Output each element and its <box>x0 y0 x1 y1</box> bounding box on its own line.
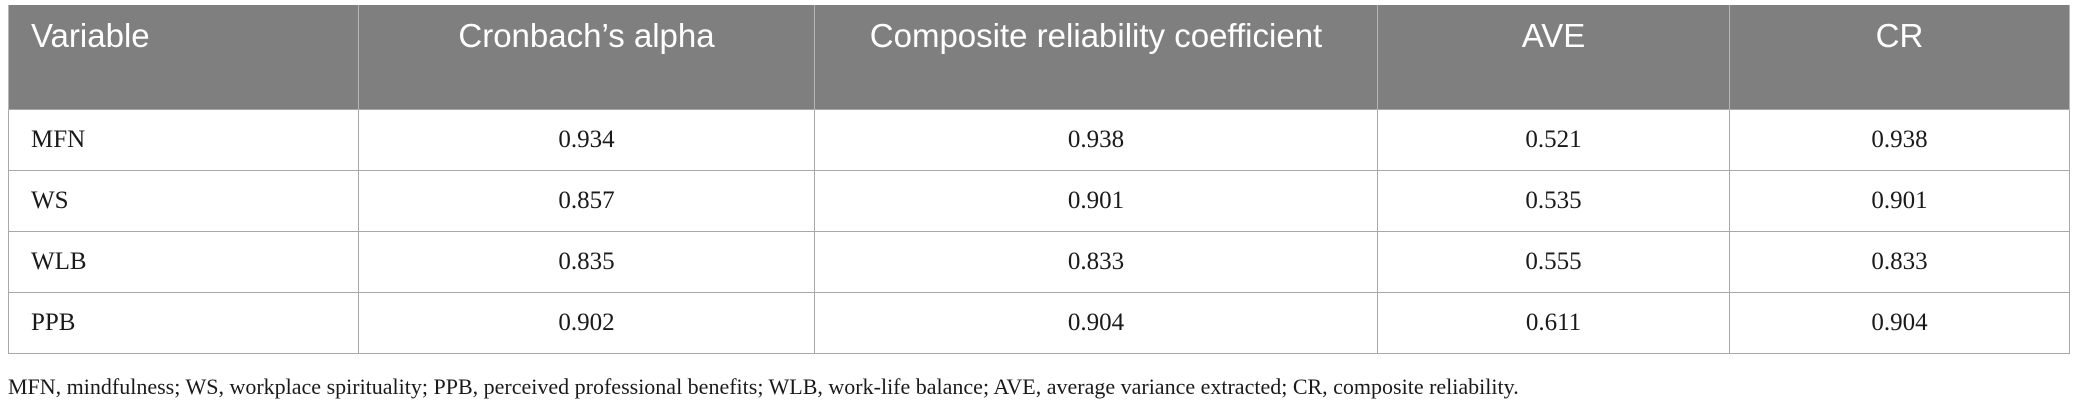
cell-cronbachs-alpha: 0.934 <box>358 108 815 171</box>
cell-ave: 0.555 <box>1377 230 1730 293</box>
cell-ave: 0.611 <box>1377 291 1730 354</box>
cell-composite-reliability: 0.938 <box>814 108 1378 171</box>
cell-composite-reliability: 0.833 <box>814 230 1378 293</box>
table-footnote: MFN, mindfulness; WS, workplace spiritua… <box>8 374 1519 399</box>
reliability-table-container: Variable Cronbach’s alpha Composite reli… <box>8 5 2070 354</box>
cell-variable: WS <box>8 169 359 232</box>
cell-composite-reliability: 0.904 <box>814 291 1378 354</box>
header-row: Variable Cronbach’s alpha Composite reli… <box>8 5 2070 109</box>
cell-ave: 0.521 <box>1377 108 1730 171</box>
table-row: WLB 0.835 0.833 0.555 0.833 <box>8 230 2070 293</box>
cell-cronbachs-alpha: 0.835 <box>358 230 815 293</box>
cell-variable: PPB <box>8 291 359 354</box>
reliability-table: Variable Cronbach’s alpha Composite reli… <box>8 5 2070 354</box>
header-ave: AVE <box>1377 5 1730 109</box>
table-row: MFN 0.934 0.938 0.521 0.938 <box>8 108 2070 171</box>
cell-ave: 0.535 <box>1377 169 1730 232</box>
cell-variable: MFN <box>8 108 359 171</box>
table-row: PPB 0.902 0.904 0.611 0.904 <box>8 291 2070 354</box>
header-variable: Variable <box>8 5 359 109</box>
cell-cr: 0.904 <box>1729 291 2070 354</box>
table-header: Variable Cronbach’s alpha Composite reli… <box>8 5 2070 109</box>
cell-variable: WLB <box>8 230 359 293</box>
cell-cr: 0.901 <box>1729 169 2070 232</box>
cell-composite-reliability: 0.901 <box>814 169 1378 232</box>
cell-cronbachs-alpha: 0.902 <box>358 291 815 354</box>
cell-cronbachs-alpha: 0.857 <box>358 169 815 232</box>
cell-cr: 0.938 <box>1729 108 2070 171</box>
cell-cr: 0.833 <box>1729 230 2070 293</box>
header-cr: CR <box>1729 5 2070 109</box>
table-row: WS 0.857 0.901 0.535 0.901 <box>8 169 2070 232</box>
table-body: MFN 0.934 0.938 0.521 0.938 WS 0.857 0.9… <box>8 108 2070 354</box>
header-cronbachs-alpha: Cronbach’s alpha <box>358 5 815 109</box>
header-composite-reliability-coefficient: Composite reliability coefficient <box>814 5 1378 109</box>
